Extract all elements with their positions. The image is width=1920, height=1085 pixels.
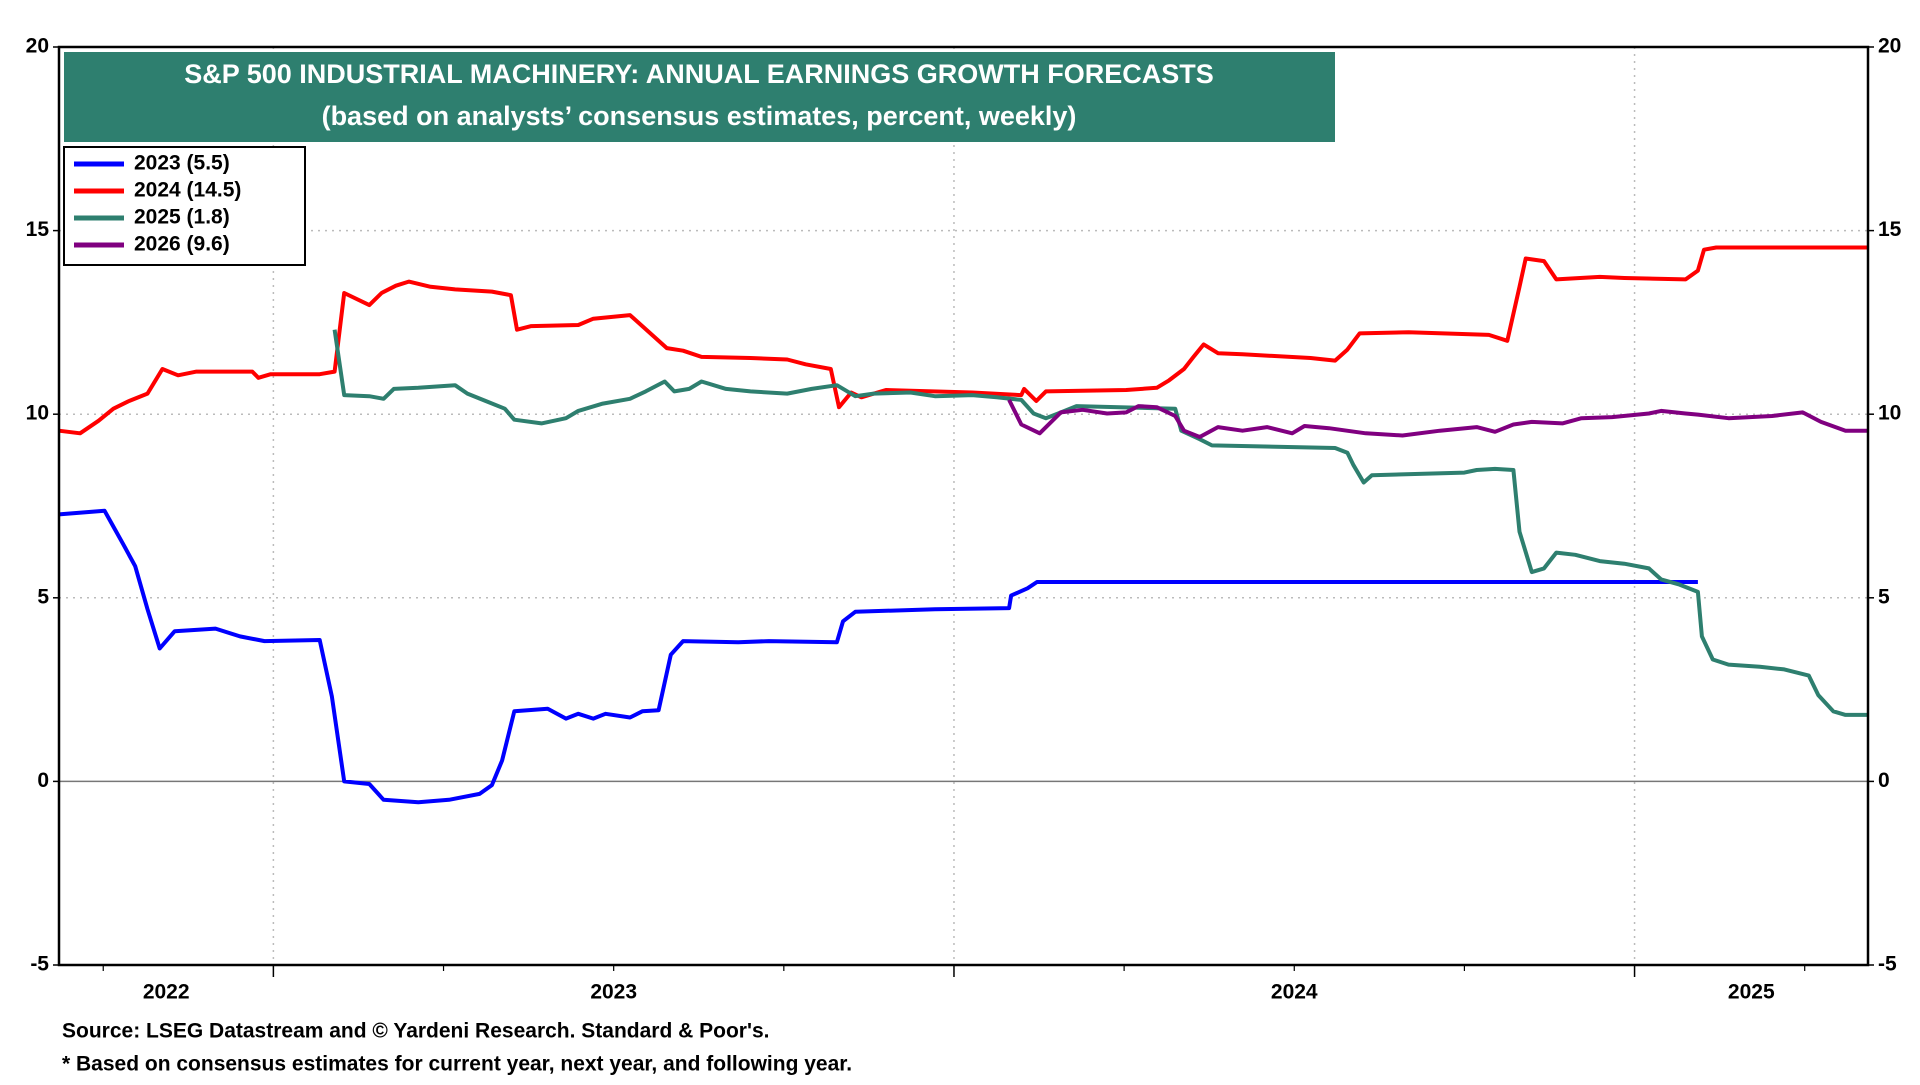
y2-tick-label: 5 xyxy=(1878,585,1890,608)
x-tick-label: 2022 xyxy=(143,981,190,1004)
series-line xyxy=(58,508,1698,805)
legend-label: 2024 (14.5) xyxy=(134,179,241,202)
x-tick-label: 2025 xyxy=(1728,981,1775,1004)
series-line xyxy=(58,245,1868,436)
y2-tick-label: -5 xyxy=(1878,953,1897,976)
y-tick-label: 0 xyxy=(37,769,49,792)
footnote: * Based on consensus estimates for curre… xyxy=(62,1053,852,1076)
y-tick-label: 10 xyxy=(26,402,49,425)
legend-label: 2025 (1.8) xyxy=(134,206,230,229)
source-note: Source: LSEG Datastream and © Yardeni Re… xyxy=(62,1020,769,1043)
y-tick-label: 5 xyxy=(37,585,49,608)
y-tick-label: 20 xyxy=(26,35,49,58)
x-tick-label: 2024 xyxy=(1271,981,1318,1004)
title-box xyxy=(64,52,1335,142)
y2-tick-label: 0 xyxy=(1878,769,1890,792)
y2-tick-label: 20 xyxy=(1878,35,1901,58)
legend-label: 2026 (9.6) xyxy=(134,233,230,256)
chart-subtitle: (based on analysts’ consensus estimates,… xyxy=(322,101,1077,131)
y-tick-label: 15 xyxy=(26,218,50,241)
y2-tick-label: 15 xyxy=(1878,218,1902,241)
y-tick-label: -5 xyxy=(30,953,49,976)
series-line xyxy=(1007,399,1868,439)
y2-tick-label: 10 xyxy=(1878,402,1901,425)
series-line xyxy=(332,329,1868,717)
x-tick-label: 2023 xyxy=(590,981,637,1004)
chart-title: S&P 500 INDUSTRIAL MACHINERY: ANNUAL EAR… xyxy=(184,59,1214,89)
plot-frame xyxy=(57,45,1870,967)
legend-label: 2023 (5.5) xyxy=(134,152,230,175)
